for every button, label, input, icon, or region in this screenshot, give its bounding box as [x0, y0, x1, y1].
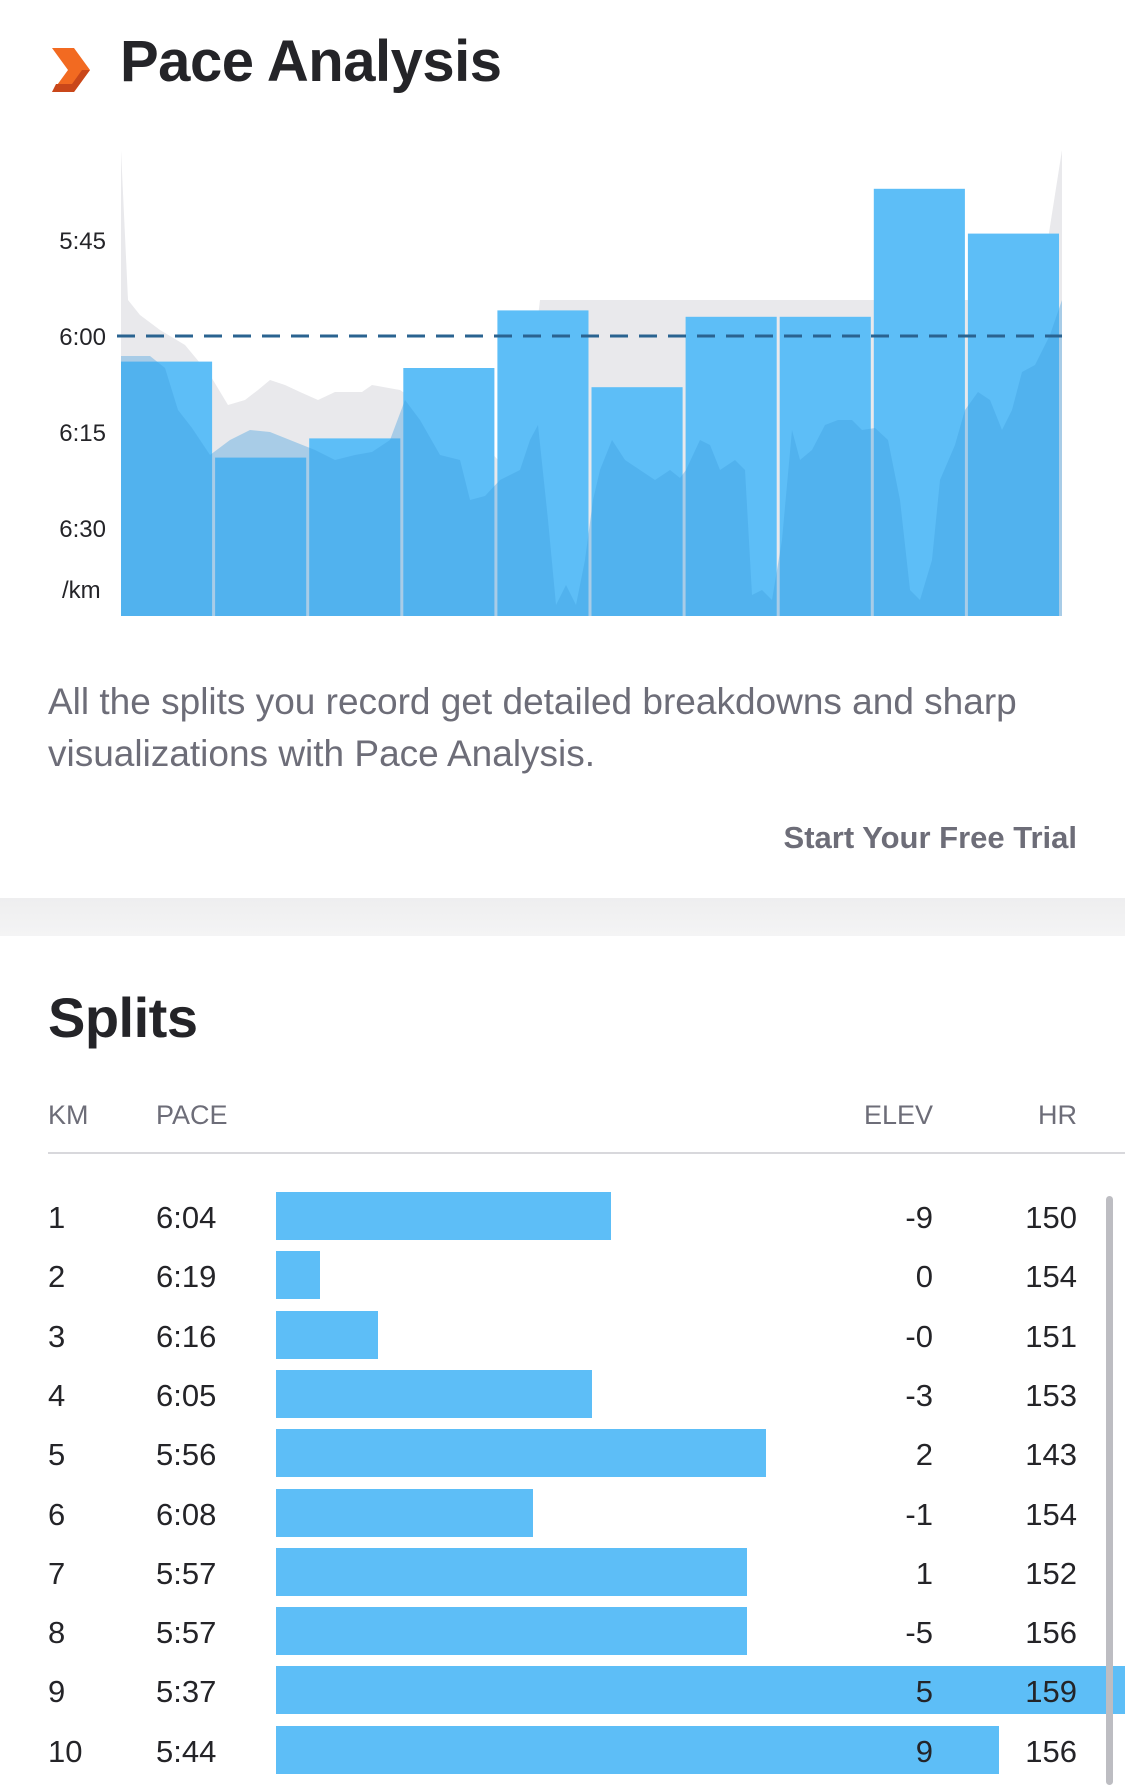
y-axis-label: /km	[62, 577, 101, 604]
pace-bar	[276, 1666, 1125, 1715]
row-pace: 6:16	[156, 1318, 217, 1354]
pace-bar-km-5[interactable]	[497, 310, 589, 616]
row-km: 5	[48, 1437, 66, 1473]
pace-bar	[276, 1369, 592, 1418]
pace-bar	[276, 1429, 766, 1478]
row-hr: 156	[1025, 1615, 1077, 1651]
pace-bars	[121, 188, 1059, 617]
y-tick-label: 6:00	[59, 324, 106, 351]
pace-bar-km-1[interactable]	[121, 361, 213, 616]
table-row[interactable]: 10 5:44 9 156	[0, 1722, 1125, 1782]
pace-analysis-description: All the splits you record get detailed b…	[48, 681, 1017, 774]
splits-title: Splits	[48, 986, 198, 1049]
row-elev: -1	[905, 1496, 933, 1532]
table-row[interactable]: 9 5:37 5 159	[0, 1662, 1125, 1722]
pace-bar	[276, 1251, 320, 1300]
section-divider	[0, 898, 1125, 936]
header-divider	[48, 1152, 1125, 1154]
row-hr: 159	[1025, 1674, 1077, 1710]
row-elev: -0	[905, 1318, 933, 1354]
table-row[interactable]: 8 5:57 -5 156	[0, 1603, 1125, 1663]
y-axis-ticks: 5:45 6:00 6:15 6:30	[59, 228, 106, 543]
row-elev: 1	[915, 1555, 933, 1591]
row-pace: 6:08	[156, 1496, 217, 1532]
table-row[interactable]: 7 5:57 1 152	[0, 1544, 1125, 1604]
row-hr: 153	[1025, 1377, 1077, 1413]
row-km: 6	[48, 1496, 66, 1532]
row-km: 9	[48, 1674, 66, 1710]
row-km: 4	[48, 1377, 66, 1413]
table-row[interactable]: 6 6:08 -1 154	[0, 1485, 1125, 1545]
table-row[interactable]: 2 6:19 0 154	[0, 1247, 1125, 1307]
pace-bar-km-6[interactable]	[591, 387, 683, 616]
chevron-arrow-icon	[52, 48, 90, 92]
row-pace: 5:56	[156, 1437, 217, 1473]
row-elev: -3	[905, 1377, 933, 1413]
row-elev: 9	[915, 1733, 933, 1769]
pace-bar-km-7[interactable]	[685, 316, 777, 616]
row-elev: 2	[915, 1437, 933, 1473]
pace-bar-km-3[interactable]	[309, 438, 401, 616]
header-pace: PACE	[156, 1100, 228, 1130]
row-hr: 150	[1025, 1200, 1077, 1235]
table-row[interactable]: 3 6:16 -0 151	[0, 1307, 1125, 1367]
row-hr: 143	[1025, 1437, 1077, 1473]
pace-bar	[276, 1725, 999, 1774]
table-row[interactable]: 1 6:04 -9 150	[0, 1188, 1125, 1248]
row-elev: -5	[905, 1615, 933, 1651]
y-tick-label: 5:45	[59, 228, 106, 255]
pace-bar	[276, 1192, 611, 1240]
row-km: 10	[48, 1733, 83, 1769]
header-km: KM	[48, 1100, 89, 1130]
row-km: 7	[48, 1555, 66, 1591]
pace-bar-km-8[interactable]	[779, 316, 871, 616]
row-hr: 156	[1025, 1733, 1077, 1769]
row-km: 2	[48, 1259, 66, 1295]
pace-detail-overlay	[121, 300, 1062, 616]
pace-bar	[276, 1547, 747, 1596]
row-elev: -9	[905, 1200, 933, 1235]
pace-bar-km-9[interactable]	[873, 188, 965, 617]
pace-bar	[276, 1607, 747, 1656]
pace-chart: 5:45 6:00 6:15 6:30 /km	[59, 150, 1062, 617]
row-pace: 5:37	[156, 1674, 217, 1710]
row-hr: 154	[1025, 1259, 1077, 1295]
pace-bar	[276, 1488, 533, 1537]
row-pace: 6:04	[156, 1200, 217, 1235]
pace-bar-km-10[interactable]	[967, 233, 1059, 616]
pace-bar-km-2[interactable]	[215, 457, 307, 616]
row-km: 8	[48, 1615, 66, 1651]
start-free-trial-button[interactable]: Start Your Free Trial	[783, 820, 1077, 855]
pace-analysis-section: Pace Analysis 5:45 6:00 6:15 6:30 /km All t…	[48, 29, 1077, 855]
row-km: 1	[48, 1200, 66, 1235]
row-pace: 6:05	[156, 1377, 217, 1413]
pace-bar	[276, 1310, 378, 1359]
y-tick-label: 6:15	[59, 420, 106, 447]
row-hr: 151	[1025, 1318, 1077, 1354]
row-elev: 5	[915, 1674, 933, 1710]
row-hr: 154	[1025, 1496, 1077, 1532]
row-pace: 5:44	[156, 1733, 217, 1769]
y-tick-label: 6:30	[59, 516, 106, 543]
table-row[interactable]: 4 6:05 -3 153	[0, 1366, 1125, 1426]
row-hr: 152	[1025, 1555, 1077, 1591]
row-pace: 5:57	[156, 1555, 217, 1591]
page-title: Pace Analysis	[120, 29, 502, 94]
row-km: 3	[48, 1318, 66, 1354]
row-elev: 0	[915, 1259, 933, 1295]
pace-detail-area	[121, 300, 1062, 616]
pace-bar-km-4[interactable]	[403, 368, 495, 616]
header-elev: ELEV	[863, 1100, 933, 1130]
table-row[interactable]: 5 5:56 2 143	[0, 1425, 1125, 1485]
row-pace: 6:19	[156, 1259, 217, 1295]
header-hr: HR	[1038, 1100, 1077, 1130]
row-pace: 5:57	[156, 1615, 217, 1651]
scrollbar[interactable]	[1106, 1196, 1113, 1785]
